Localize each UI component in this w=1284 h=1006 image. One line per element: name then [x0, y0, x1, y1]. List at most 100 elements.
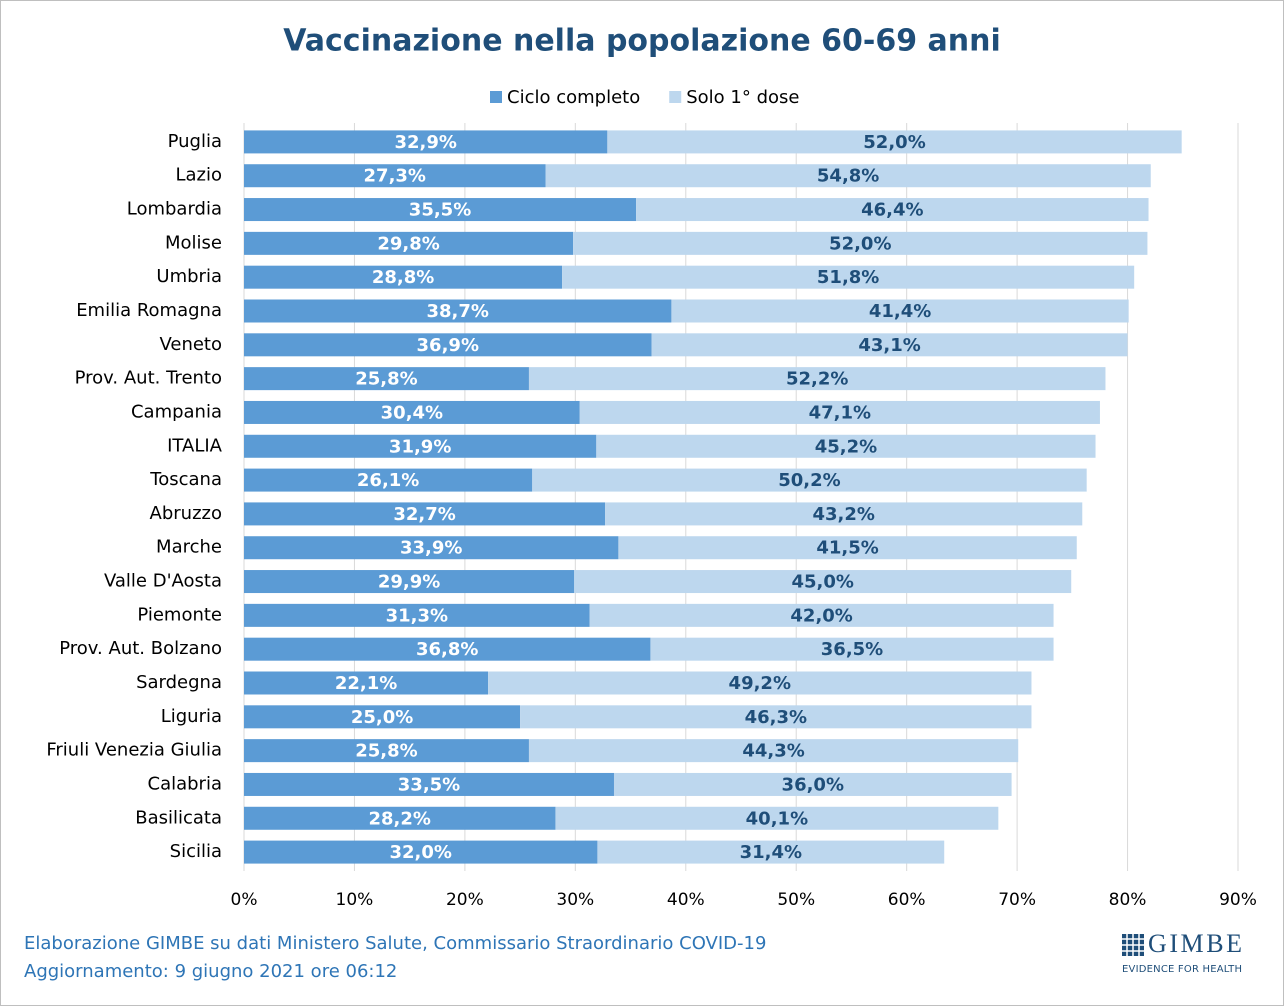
y-tick-label: Veneto — [159, 334, 222, 355]
bar-segment — [244, 164, 546, 188]
y-tick-label: Sicilia — [170, 841, 222, 862]
bar-segment — [555, 806, 999, 830]
bar-segment — [651, 333, 1128, 357]
data-label: 46,3% — [745, 707, 807, 728]
bar-segment — [574, 570, 1072, 594]
y-tick-label: Prov. Aut. Bolzano — [59, 638, 222, 659]
y-tick-label: Liguria — [161, 706, 222, 727]
data-label: 31,3% — [386, 605, 448, 626]
source-note: Elaborazione GIMBE su dati Ministero Sal… — [24, 933, 766, 954]
data-label: 33,9% — [400, 538, 462, 559]
data-label: 26,1% — [357, 470, 419, 491]
bar-segment — [520, 705, 1032, 729]
bar-segment — [244, 671, 489, 695]
bar-segment — [573, 231, 1148, 255]
bar-segment — [244, 231, 574, 255]
x-tick-label: 30% — [556, 890, 594, 910]
data-label: 41,5% — [816, 538, 878, 559]
bar-segment — [607, 130, 1182, 154]
y-tick-label: Lazio — [175, 165, 222, 186]
bar-segment — [244, 400, 580, 424]
bar-segment — [244, 705, 521, 729]
data-label: 25,0% — [351, 707, 413, 728]
bar-segment — [244, 637, 651, 661]
data-label: 41,4% — [869, 301, 931, 322]
data-label: 45,2% — [815, 436, 877, 457]
data-label: 47,1% — [809, 402, 871, 423]
data-label: 38,7% — [426, 301, 488, 322]
update-note: Aggiornamento: 9 giugno 2021 ore 06:12 — [24, 961, 397, 982]
data-label: 36,9% — [417, 335, 479, 356]
data-label: 33,5% — [398, 774, 460, 795]
data-label: 25,8% — [355, 741, 417, 762]
x-tick-label: 70% — [998, 890, 1036, 910]
data-label: 43,1% — [858, 335, 920, 356]
logo-text: GIMBE — [1148, 929, 1242, 958]
data-label: 22,1% — [335, 673, 397, 694]
bar-segment — [618, 536, 1077, 560]
bar-segment — [244, 265, 563, 289]
data-label: 31,9% — [389, 436, 451, 457]
data-label: 28,2% — [369, 808, 431, 829]
bar-segment — [244, 367, 529, 391]
data-label: 44,3% — [742, 741, 804, 762]
y-tick-label: Marche — [156, 537, 222, 558]
bar-segment — [671, 299, 1129, 323]
x-tick-label: 10% — [336, 890, 374, 910]
bar-segment — [636, 198, 1149, 222]
data-label: 31,4% — [740, 842, 802, 863]
data-label: 52,0% — [863, 132, 925, 153]
bar-segment — [650, 637, 1054, 661]
bar-segment — [488, 671, 1032, 695]
y-tick-label: Emilia Romagna — [76, 300, 222, 321]
y-tick-label: Puglia — [168, 131, 222, 152]
bar-segment — [244, 502, 606, 526]
x-tick-label: 90% — [1219, 890, 1257, 910]
data-label: 49,2% — [729, 673, 791, 694]
legend-swatch — [669, 91, 682, 103]
y-tick-label: Valle D'Aosta — [104, 571, 222, 592]
y-tick-label: Toscana — [149, 469, 222, 490]
bar-segment — [244, 739, 529, 763]
bar-segment — [244, 130, 608, 154]
bar-segment — [244, 806, 556, 830]
bar-segment — [244, 333, 652, 357]
bar-segment — [562, 265, 1135, 289]
bar-segment — [244, 536, 619, 560]
y-tick-label: Calabria — [148, 773, 223, 794]
bar-segment — [244, 468, 533, 492]
bar-segment — [244, 840, 598, 864]
data-label: 43,2% — [812, 504, 874, 525]
bar-segment — [528, 739, 1019, 763]
x-tick-label: 20% — [446, 890, 484, 910]
bar-segment — [244, 434, 597, 458]
y-tick-label: Friuli Venezia Giulia — [46, 740, 222, 761]
data-label: 30,4% — [381, 402, 443, 423]
data-label: 32,7% — [393, 504, 455, 525]
y-tick-label: Prov. Aut. Trento — [75, 368, 222, 389]
y-tick-label: ITALIA — [167, 435, 223, 456]
bar-segment — [579, 400, 1100, 424]
data-label: 52,2% — [786, 369, 848, 390]
bar-segment — [244, 198, 637, 222]
data-label: 32,0% — [389, 842, 451, 863]
y-tick-label: Umbria — [156, 266, 222, 287]
x-tick-label: 0% — [231, 890, 258, 910]
data-label: 36,0% — [782, 774, 844, 795]
x-tick-label: 80% — [1109, 890, 1147, 910]
bar-segment — [596, 434, 1096, 458]
bar-segment — [244, 570, 575, 594]
bar-segment — [532, 468, 1087, 492]
data-label: 51,8% — [817, 267, 879, 288]
chart-title: Vaccinazione nella popolazione 60-69 ann… — [283, 24, 1001, 59]
bar-segment — [528, 367, 1106, 391]
bar-segment — [589, 603, 1054, 627]
x-tick-label: 60% — [888, 890, 926, 910]
data-label: 36,8% — [416, 639, 478, 660]
data-label: 27,3% — [364, 166, 426, 187]
y-tick-label: Basilicata — [135, 807, 222, 828]
y-tick-label: Sardegna — [136, 672, 222, 693]
bar-segment — [244, 603, 590, 627]
data-label: 32,9% — [394, 132, 456, 153]
